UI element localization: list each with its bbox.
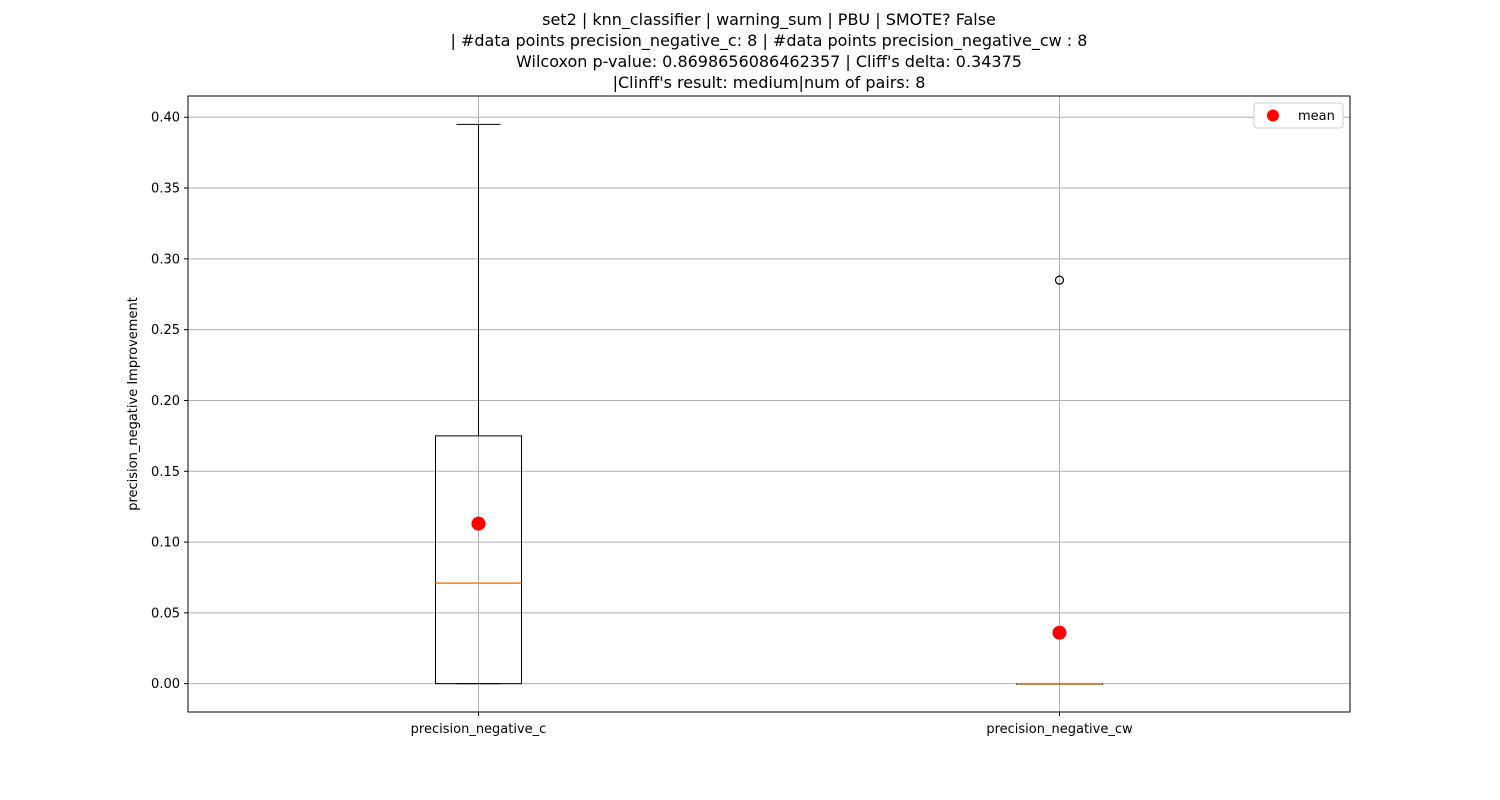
y-tick-label: 0.35: [151, 182, 180, 197]
y-tick-label: 0.25: [151, 323, 180, 338]
legend-label-mean: mean: [1298, 109, 1335, 124]
y-axis-label: precision_negative Improvement: [126, 297, 141, 511]
chart-title-line-1: set2 | knn_classifier | warning_sum | PB…: [542, 10, 996, 30]
box-precision_negative_cw: [1016, 275, 1103, 685]
y-tick-label: 0.20: [151, 394, 180, 409]
outlier-point: [1054, 275, 1065, 285]
x-tick-label: precision_negative_c: [411, 722, 547, 737]
boxes: [435, 123, 1103, 685]
box-precision_negative_c: [435, 123, 522, 685]
mean-point: [471, 516, 486, 531]
y-tick-label: 0.05: [151, 606, 180, 621]
legend-frame: [1253, 102, 1344, 129]
chart-title-line-4: |Clinff's result: medium|num of pairs: 8: [613, 73, 926, 92]
legend: mean: [1253, 102, 1344, 129]
grid: [188, 96, 1350, 712]
chart-title: set2 | knn_classifier | warning_sum | PB…: [451, 10, 1088, 92]
y-tick-label: 0.40: [151, 111, 180, 126]
y-tick-label: 0.00: [151, 677, 180, 692]
legend-mean-marker: [1267, 109, 1279, 122]
plot-area-frame: [187, 95, 1351, 713]
chart-title-line-3: Wilcoxon p-value: 0.8698656086462357 | C…: [516, 52, 1022, 71]
y-tick-label: 0.10: [151, 536, 180, 551]
y-tick-label: 0.30: [151, 252, 180, 267]
y-tick-label: 0.15: [151, 465, 180, 480]
chart-title-line-2: | #data points precision_negative_c: 8 |…: [451, 31, 1088, 51]
iqr-box: [435, 435, 522, 685]
axis-ticks: 0.00 0.05 0.10 0.15 0.20 0.25 0.30 0.35 0.40 prec…: [151, 111, 1133, 737]
x-tick-label: precision_negative_cw: [986, 722, 1133, 737]
mean-point: [1052, 625, 1067, 640]
